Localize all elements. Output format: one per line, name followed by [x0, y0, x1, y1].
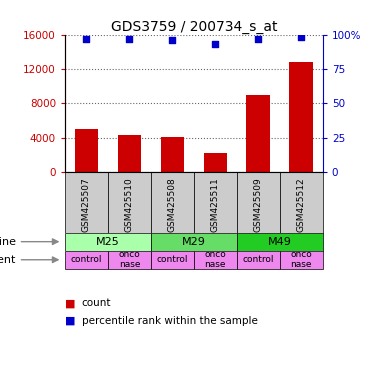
Bar [237, 251, 280, 269]
Text: GSM425512: GSM425512 [297, 177, 306, 232]
Point [212, 41, 218, 47]
Bar [108, 172, 151, 233]
Text: M49: M49 [268, 237, 292, 247]
Text: GSM425509: GSM425509 [254, 177, 263, 232]
Point [170, 37, 175, 43]
Point [127, 36, 132, 42]
Bar [289, 62, 313, 172]
Bar [65, 251, 108, 269]
Point [83, 36, 89, 42]
Bar [151, 172, 194, 233]
Text: GSM425507: GSM425507 [82, 177, 91, 232]
Bar [108, 251, 151, 269]
Bar [151, 233, 237, 251]
Text: control: control [70, 255, 102, 264]
Bar [194, 172, 237, 233]
Text: agent: agent [0, 255, 16, 265]
Text: percentile rank within the sample: percentile rank within the sample [82, 316, 257, 326]
Bar [280, 172, 323, 233]
Text: control: control [157, 255, 188, 264]
Bar [161, 137, 184, 172]
Bar [118, 135, 141, 172]
Text: onco
nase: onco nase [290, 250, 312, 270]
Bar [204, 153, 227, 172]
Bar [75, 129, 98, 172]
Text: ■: ■ [65, 298, 75, 308]
Text: count: count [82, 298, 111, 308]
Text: cell line: cell line [0, 237, 16, 247]
Text: GSM425511: GSM425511 [211, 177, 220, 232]
Bar [280, 251, 323, 269]
Text: onco
nase: onco nase [204, 250, 226, 270]
Text: GSM425510: GSM425510 [125, 177, 134, 232]
Bar [194, 251, 237, 269]
Bar [65, 233, 151, 251]
Bar [65, 172, 108, 233]
Point [298, 34, 304, 40]
Bar [237, 172, 280, 233]
Text: onco
nase: onco nase [118, 250, 140, 270]
Bar [237, 233, 323, 251]
Point [255, 36, 261, 42]
Bar [151, 251, 194, 269]
Text: GSM425508: GSM425508 [168, 177, 177, 232]
Text: control: control [243, 255, 274, 264]
Bar [246, 95, 270, 172]
Text: M25: M25 [96, 237, 120, 247]
Text: ■: ■ [65, 316, 75, 326]
Text: M29: M29 [182, 237, 206, 247]
Title: GDS3759 / 200734_s_at: GDS3759 / 200734_s_at [111, 20, 277, 33]
